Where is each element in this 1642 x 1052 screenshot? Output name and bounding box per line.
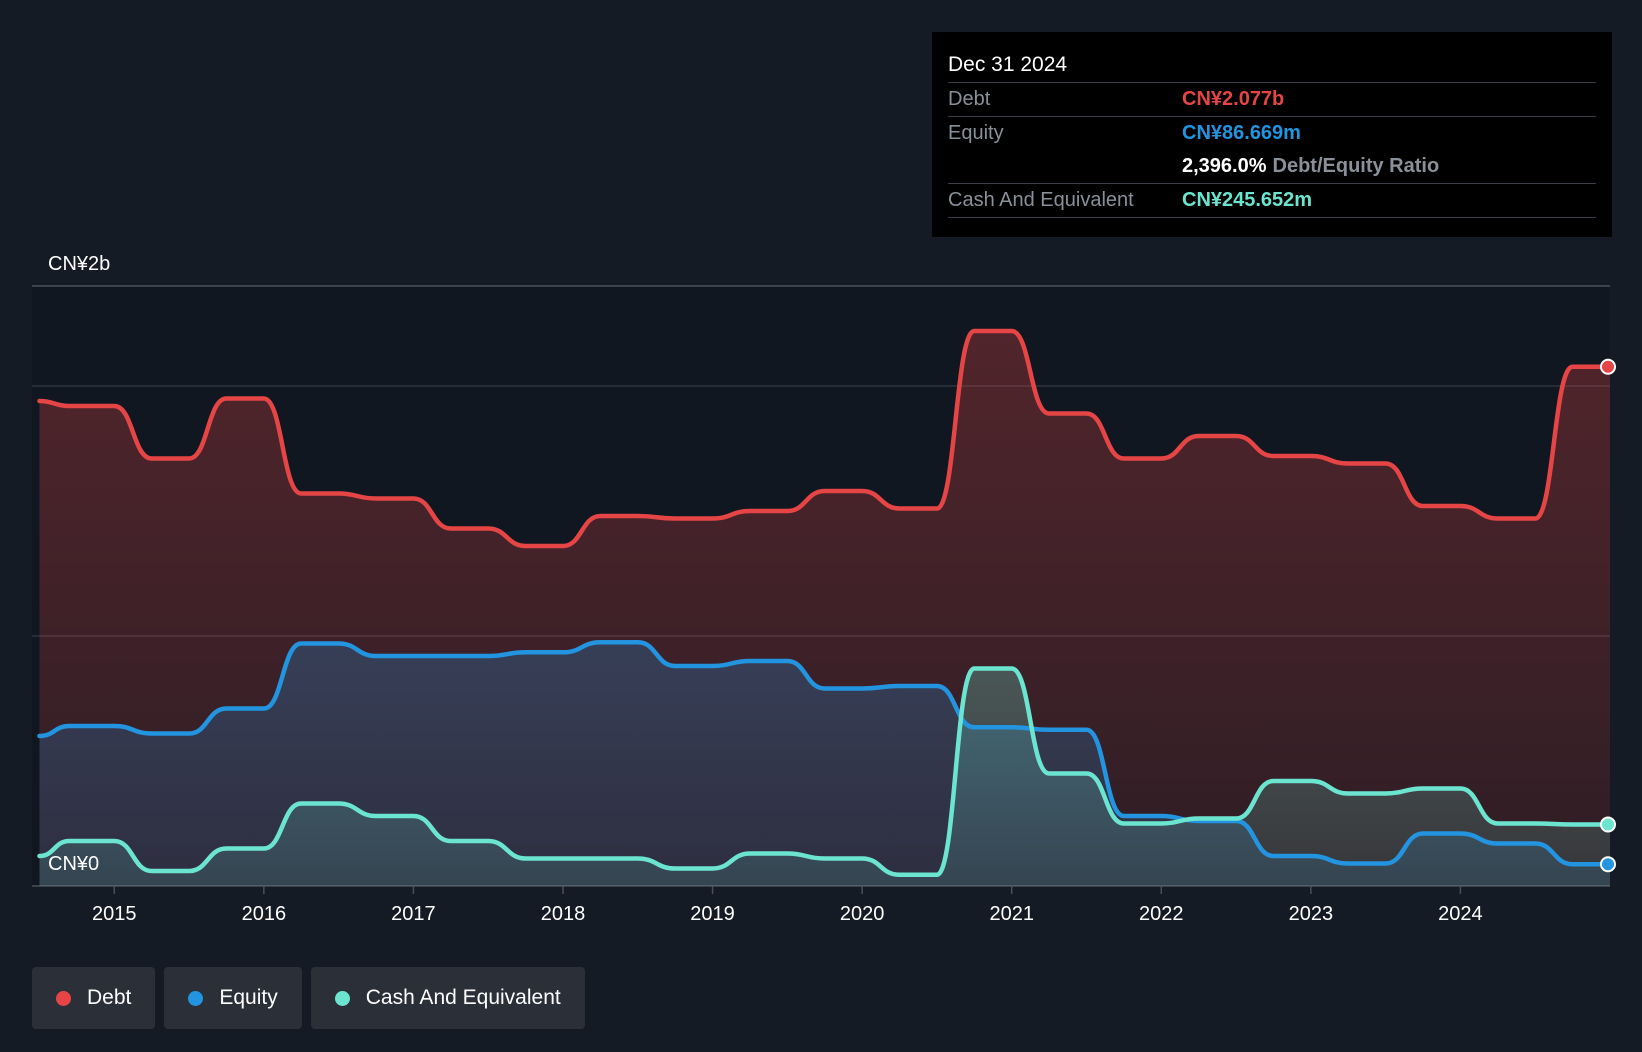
legend-label-equity: Equity	[219, 986, 278, 1009]
x-tick-label-2015: 2015	[92, 903, 137, 925]
y-axis-max-label: CN¥2b	[48, 253, 110, 275]
x-tick-label-2017: 2017	[391, 903, 436, 925]
x-tick-label-2020: 2020	[840, 903, 885, 925]
debt-endpoint	[1600, 358, 1616, 375]
tooltip-cash-value: CN¥245.652m	[1182, 189, 1313, 211]
cash-endpoint	[1600, 816, 1616, 833]
tooltip-debt-label: Debt	[948, 88, 991, 110]
x-tick-label-2022: 2022	[1139, 903, 1184, 925]
cash-line	[37, 666, 1613, 878]
equity-endpoint	[1600, 856, 1616, 873]
debt-dot-icon	[56, 990, 71, 1006]
tooltip-equity-row: Equity CN¥86.669m	[948, 117, 1596, 150]
tooltip-debt-row: Debt CN¥2.077b	[948, 83, 1596, 117]
x-tick-label-2024: 2024	[1438, 903, 1483, 925]
legend-label-debt: Debt	[87, 986, 132, 1009]
tooltip-cash-label: Cash And Equivalent	[948, 189, 1134, 211]
legend-label-cash: Cash And Equivalent	[365, 986, 561, 1009]
cash-dot-icon	[334, 990, 350, 1006]
x-tick-label-2021: 2021	[989, 903, 1034, 925]
tooltip-date: Dec 31 2024	[948, 48, 1596, 83]
tooltip-debt-value: CN¥2.077b	[1182, 88, 1285, 110]
x-tick-label-2016: 2016	[242, 903, 287, 925]
debt-line	[37, 328, 1613, 549]
tooltip-cash-row: Cash And Equivalent CN¥245.652m	[948, 184, 1596, 218]
equity-dot-icon	[188, 990, 204, 1006]
y-axis-zero-label: CN¥0	[48, 853, 99, 875]
tooltip-ratio-row: 2,396.0% Debt/Equity Ratio	[948, 150, 1596, 184]
x-tick-label-2023: 2023	[1289, 903, 1334, 925]
tooltip-equity-value: CN¥86.669m	[1182, 122, 1301, 144]
x-tick-label-2018: 2018	[541, 903, 586, 925]
legend-item-debt[interactable]: Debt	[32, 967, 156, 1029]
legend-item-cash[interactable]: Cash And Equivalent	[310, 967, 585, 1029]
tooltip-ratio-value: 2,396.0%	[1182, 155, 1267, 177]
tooltip-ratio-label: Debt/Equity Ratio	[1272, 155, 1440, 177]
chart-legend: Debt Equity Cash And Equivalent	[32, 967, 585, 1029]
equity-line	[37, 640, 1613, 867]
tooltip-panel: Dec 31 2024 Debt CN¥2.077b Equity CN¥86.…	[932, 32, 1612, 237]
tooltip-equity-label: Equity	[948, 122, 1004, 144]
x-tick-label-2019: 2019	[690, 903, 735, 925]
legend-item-equity[interactable]: Equity	[164, 967, 302, 1029]
